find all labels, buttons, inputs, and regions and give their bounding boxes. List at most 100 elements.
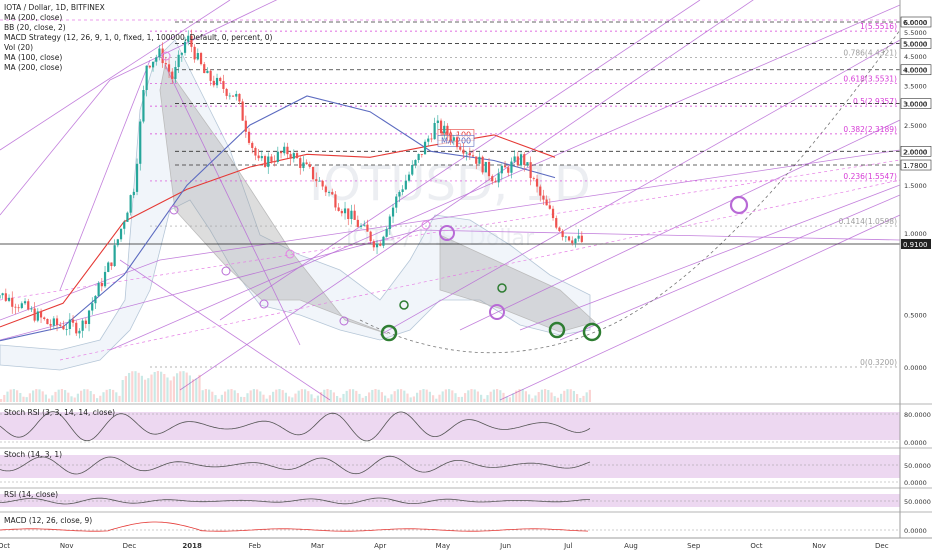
volume-bar bbox=[128, 372, 131, 402]
volume-bar bbox=[492, 389, 495, 402]
time-axis-tick: Sep bbox=[687, 542, 701, 550]
price-axis-tick: 3.0000 bbox=[904, 101, 927, 109]
candle-body bbox=[273, 161, 276, 163]
candle-body bbox=[107, 262, 110, 272]
price-axis-tick: 2.0000 bbox=[904, 148, 927, 156]
volume-bar bbox=[457, 396, 460, 402]
candle-body bbox=[289, 154, 292, 159]
volume-bar bbox=[22, 396, 25, 402]
candle-body bbox=[241, 101, 244, 121]
candle-body bbox=[206, 70, 209, 74]
candle-body bbox=[347, 208, 350, 219]
volume-bar bbox=[217, 398, 220, 402]
stoch-pane-label[interactable]: Stoch (14, 3, 1) bbox=[4, 450, 63, 459]
candle-body bbox=[235, 93, 238, 97]
volume-bar bbox=[3, 394, 6, 402]
candle-body bbox=[164, 63, 167, 65]
candle-body bbox=[100, 282, 103, 287]
price-axis-tick: 3.5000 bbox=[904, 82, 927, 90]
candle-body bbox=[135, 163, 139, 192]
volume-bar bbox=[48, 398, 51, 402]
legend-indicator[interactable]: MA (200, close) bbox=[4, 63, 63, 72]
candle-body bbox=[503, 165, 507, 168]
volume-bar bbox=[9, 389, 12, 402]
candle-body bbox=[81, 320, 84, 331]
candle-body bbox=[423, 141, 427, 155]
candle-body bbox=[1, 293, 4, 296]
volume-bar bbox=[320, 392, 323, 402]
time-axis-tick: Aug bbox=[624, 542, 638, 550]
price-axis-tick: 1.0000 bbox=[904, 230, 927, 238]
candle-body bbox=[7, 297, 11, 301]
volume-bar bbox=[220, 394, 223, 402]
candle-body bbox=[369, 231, 372, 242]
highlight-circle bbox=[582, 322, 602, 342]
stoch-rsi-pane-label[interactable]: Stoch RSI (3, 3, 14, 14, close) bbox=[4, 408, 115, 417]
volume-bar bbox=[153, 372, 156, 402]
volume-bar bbox=[208, 389, 211, 402]
candle-body bbox=[449, 134, 452, 141]
legend-symbol: IOTA / Dollar, 1D, BITFINEX bbox=[4, 3, 105, 12]
candle-body bbox=[292, 153, 295, 159]
volume-bar bbox=[262, 394, 265, 402]
legend-indicator[interactable]: MACD Strategy (12, 26, 9, 1, 0, fixed, 1… bbox=[4, 33, 273, 42]
oscillator-band bbox=[0, 494, 900, 507]
candle-body bbox=[171, 71, 174, 79]
volume-bar bbox=[419, 390, 422, 402]
candle-body bbox=[315, 179, 318, 182]
volume-bar bbox=[76, 393, 79, 402]
candle-body bbox=[567, 236, 571, 241]
volume-bar bbox=[438, 394, 441, 402]
volume-bar bbox=[246, 393, 249, 402]
candle-body bbox=[203, 64, 206, 74]
candle-body bbox=[30, 308, 33, 310]
highlight-circle bbox=[548, 321, 566, 339]
candle-body bbox=[97, 282, 100, 296]
volume-bar bbox=[6, 391, 9, 402]
candle-body bbox=[231, 95, 235, 97]
legend-indicator[interactable]: MA (100, close) bbox=[4, 53, 63, 62]
price-level-tag bbox=[900, 64, 932, 76]
candle-body bbox=[283, 146, 286, 154]
fib-level-label: 0.382(2.3189) bbox=[843, 125, 897, 134]
legend-indicator[interactable]: Vol (20) bbox=[4, 43, 34, 52]
candle-body bbox=[465, 152, 468, 154]
volume-bar bbox=[502, 392, 505, 402]
volume-bar bbox=[547, 389, 550, 402]
volume-bar bbox=[230, 389, 233, 402]
candle-body bbox=[308, 164, 311, 167]
candle-body bbox=[571, 240, 574, 244]
legend-indicator[interactable]: BB (20, close, 2) bbox=[4, 23, 66, 32]
legend-indicator[interactable]: MA (200, close) bbox=[4, 13, 63, 22]
candle-body bbox=[39, 311, 43, 318]
candle-body bbox=[215, 77, 219, 86]
volume-bar bbox=[409, 397, 412, 402]
volume-bar bbox=[380, 392, 383, 402]
rsi-pane-label[interactable]: RSI (14, close) bbox=[4, 490, 59, 499]
time-axis-tick: Oct bbox=[0, 542, 10, 550]
trend-line bbox=[0, 0, 231, 151]
candle-body bbox=[379, 243, 382, 246]
volume-bar bbox=[25, 397, 28, 402]
volume-bar bbox=[531, 398, 534, 402]
volume-bar bbox=[480, 394, 483, 402]
volume-bar bbox=[140, 375, 143, 402]
time-axis-tick: Oct bbox=[750, 542, 762, 550]
pane-level-label: 0.0000 bbox=[904, 479, 927, 487]
volume-bar bbox=[499, 390, 502, 402]
fib-level-label: 0(0.3200) bbox=[860, 358, 897, 367]
candle-body bbox=[436, 120, 439, 123]
volume-bar bbox=[92, 394, 95, 402]
candle-body bbox=[382, 236, 385, 246]
price-level-tag-label: 3.0000 bbox=[903, 101, 928, 109]
candle-body bbox=[555, 218, 558, 228]
candle-body bbox=[545, 199, 548, 206]
candle-body bbox=[427, 138, 430, 142]
macd-pane-label[interactable]: MACD (12, 26, close, 9) bbox=[4, 516, 93, 525]
price-axis-tick: 4.5000 bbox=[904, 53, 927, 61]
volume-bar bbox=[150, 374, 153, 402]
candle-body bbox=[103, 271, 107, 287]
highlight-circle bbox=[380, 324, 398, 342]
volume-bar bbox=[281, 390, 284, 402]
